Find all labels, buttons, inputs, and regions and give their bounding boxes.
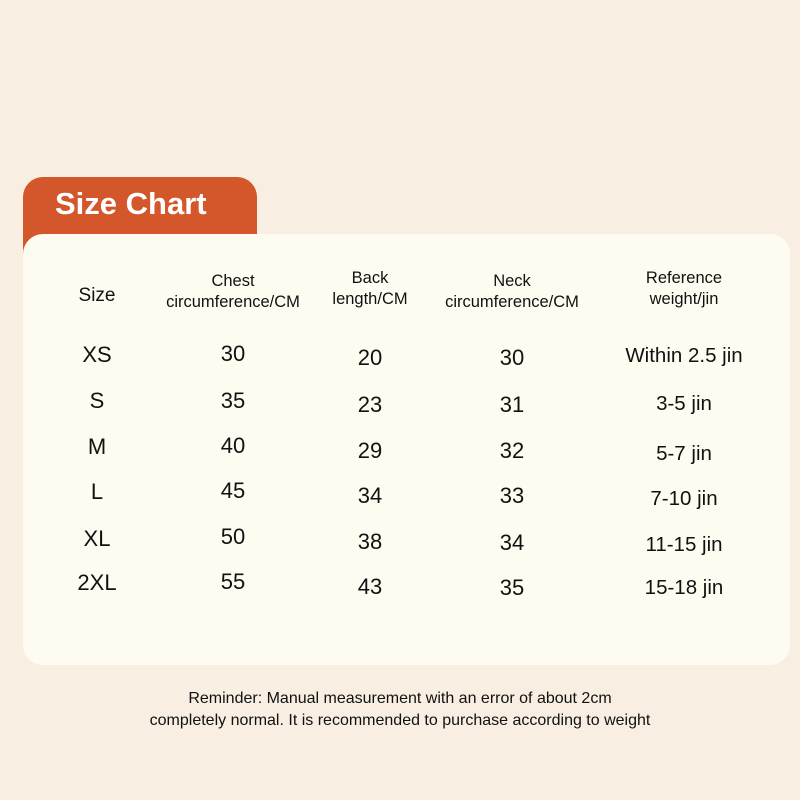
cell-weight: 11-15 jin	[645, 533, 723, 556]
cell-size: 2XL	[77, 570, 117, 595]
header-line: circumference/CM	[445, 293, 579, 311]
cell-back-length: 43	[357, 574, 383, 599]
column-header-chest: Chest circumference/CM	[166, 271, 300, 313]
header-line: Chest	[211, 272, 255, 290]
cell-neck: 31	[499, 392, 525, 417]
header-line: length/CM	[332, 290, 408, 308]
cell-back-length: 20	[357, 345, 383, 370]
cell-size: XS	[82, 342, 112, 367]
cell-weight: 3-5 jin	[656, 392, 712, 415]
cell-back-length: 38	[357, 529, 383, 554]
reminder-line: completely normal. It is recommended to …	[149, 712, 651, 729]
column-header-size: Size	[79, 285, 116, 306]
cell-neck: 33	[499, 483, 525, 508]
cell-back-length: 34	[357, 483, 383, 508]
cell-back-length: 29	[357, 438, 383, 463]
cell-weight: 7-10 jin	[650, 487, 718, 510]
cell-chest: 45	[220, 478, 246, 503]
cell-chest: 55	[220, 569, 246, 594]
cell-chest: 40	[220, 433, 246, 458]
cell-size: M	[87, 434, 107, 459]
cell-size: L	[90, 479, 104, 504]
column-header-back-length: Back length/CM	[332, 268, 407, 310]
cell-size: XL	[83, 526, 111, 551]
reminder-line: Reminder: Manual measurement with an err…	[188, 690, 612, 707]
column-header-neck: Neck circumference/CM	[445, 271, 579, 313]
cell-chest: 35	[220, 388, 246, 413]
size-table-card	[23, 234, 790, 665]
header-line: Back	[351, 269, 389, 287]
reminder-note: Reminder: Manual measurement with an err…	[0, 688, 800, 732]
cell-weight: 5-7 jin	[656, 442, 712, 465]
header-line: Reference	[645, 269, 723, 287]
header-line: weight/jin	[649, 290, 719, 308]
cell-size: S	[89, 388, 105, 413]
column-header-weight: Reference weight/jin	[646, 268, 722, 310]
cell-chest: 30	[220, 341, 246, 366]
cell-chest: 50	[220, 524, 246, 549]
cell-neck: 34	[499, 530, 525, 555]
cell-neck: 35	[499, 575, 525, 600]
cell-back-length: 23	[357, 392, 383, 417]
header-line: Size	[78, 285, 116, 306]
header-line: Neck	[493, 272, 531, 290]
cell-neck: 30	[499, 345, 525, 370]
cell-neck: 32	[499, 438, 525, 463]
cell-weight: Within 2.5 jin	[625, 344, 743, 367]
page-title: Size Chart	[55, 186, 207, 221]
header-line: circumference/CM	[166, 293, 300, 311]
cell-weight: 15-18 jin	[644, 576, 724, 599]
